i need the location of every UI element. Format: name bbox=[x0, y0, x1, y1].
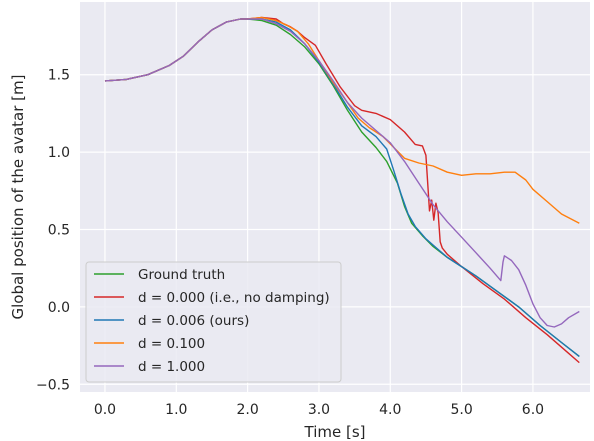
x-tick-label: 0.0 bbox=[94, 402, 116, 418]
x-tick-labels: 0.0 1.0 2.0 3.0 4.0 5.0 6.0 bbox=[94, 402, 544, 418]
legend-label: d = 0.000 (i.e., no damping) bbox=[138, 290, 330, 306]
x-tick-label: 1.0 bbox=[165, 402, 187, 418]
x-tick-label: 2.0 bbox=[236, 402, 258, 418]
y-tick-labels: −0.5 0.0 0.5 1.0 1.5 bbox=[36, 68, 70, 394]
x-tick-label: 6.0 bbox=[522, 402, 544, 418]
y-tick-label: 1.5 bbox=[48, 68, 70, 84]
x-tick-label: 4.0 bbox=[379, 402, 401, 418]
legend-label: d = 0.100 bbox=[138, 336, 205, 352]
legend-box bbox=[85, 261, 342, 383]
series-line-4 bbox=[104, 18, 580, 328]
x-tick-label: 3.0 bbox=[308, 402, 330, 418]
series-layer bbox=[104, 16, 580, 364]
x-tick-label: 5.0 bbox=[450, 402, 472, 418]
legend: Ground truth d = 0.000 (i.e., no damping)… bbox=[85, 261, 342, 383]
x-axis-label: Time [s] bbox=[304, 423, 366, 441]
legend-label: d = 1.000 bbox=[138, 359, 205, 375]
legend-label: Ground truth bbox=[138, 267, 225, 283]
y-tick-label: 0.5 bbox=[48, 223, 70, 239]
legend-label: d = 0.006 (ours) bbox=[138, 313, 249, 329]
y-tick-label: 1.0 bbox=[48, 145, 70, 161]
y-tick-label: −0.5 bbox=[36, 377, 70, 393]
y-axis-label: Global position of the avatar [m] bbox=[9, 75, 27, 320]
y-tick-label: 0.0 bbox=[48, 300, 70, 316]
